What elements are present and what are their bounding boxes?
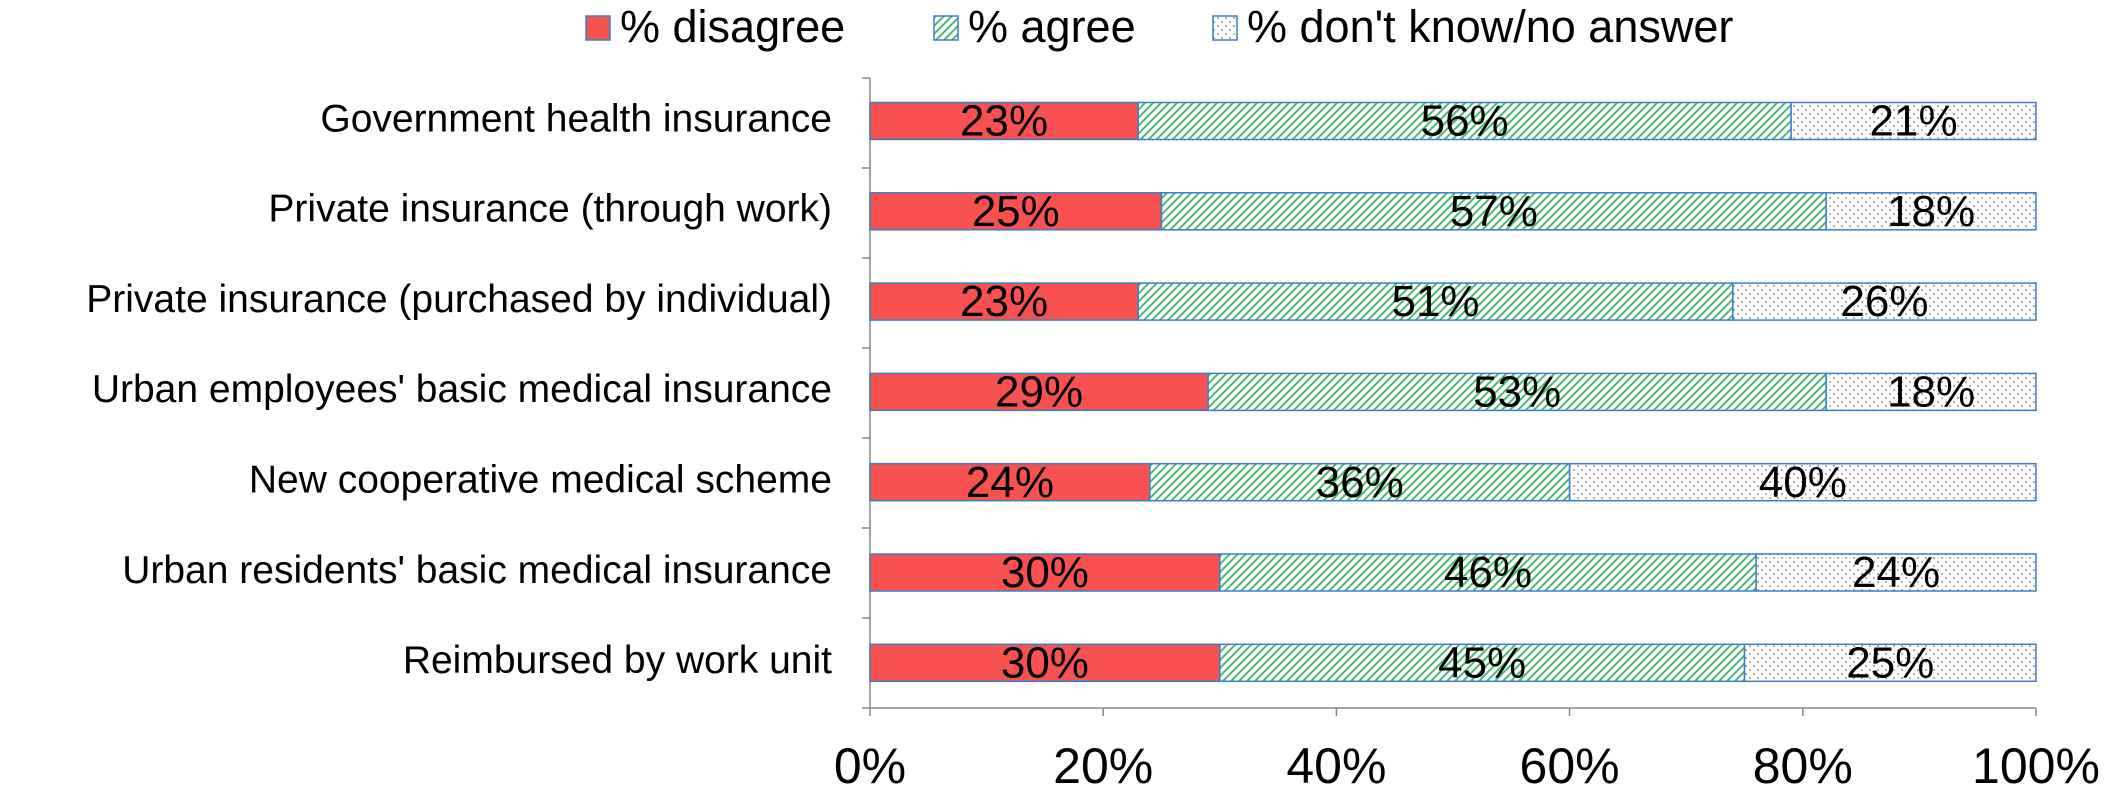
- bar-segment: [1825, 192, 2037, 231]
- bar-segment: [1825, 372, 2037, 412]
- value-label: 23%: [960, 97, 1048, 146]
- value-label: 24%: [966, 458, 1054, 507]
- value-label: 57%: [1450, 187, 1538, 236]
- x-tick-label: 40%: [1286, 738, 1386, 794]
- category-label: Urban employees' basic medical insurance: [92, 368, 832, 411]
- bar-segment: [869, 462, 1151, 502]
- value-label: 56%: [1421, 97, 1509, 146]
- bar-segment: [1732, 282, 2037, 321]
- category-label: New cooperative medical scheme: [249, 458, 832, 501]
- bar-segment: [1790, 101, 2037, 141]
- bar-segment: [1568, 462, 2037, 502]
- category-label: Government health insurance: [320, 97, 832, 140]
- value-label: 45%: [1438, 638, 1526, 687]
- bar-segment: [1743, 643, 2037, 683]
- x-tick-label: 20%: [1053, 738, 1153, 794]
- value-label: 30%: [1001, 548, 1089, 597]
- value-label: 53%: [1473, 368, 1561, 417]
- value-label: 30%: [1001, 638, 1089, 687]
- value-label: 21%: [1870, 97, 1958, 146]
- value-label: 18%: [1887, 187, 1975, 236]
- bar-segment: [1219, 643, 1746, 683]
- value-label: 23%: [960, 277, 1048, 326]
- legend-label: % agree: [968, 1, 1136, 52]
- bar-segment: [1137, 101, 1792, 141]
- value-label: 40%: [1759, 458, 1847, 507]
- legend-swatch: [585, 15, 611, 41]
- legend-swatch: [933, 15, 959, 41]
- bar-segment: [1137, 282, 1734, 321]
- x-tick-label: 80%: [1753, 738, 1853, 794]
- value-label: 46%: [1444, 548, 1532, 597]
- value-label: 51%: [1391, 277, 1479, 326]
- bar-segment: [869, 282, 1139, 321]
- category-label: Urban residents' basic medical insurance: [122, 549, 832, 592]
- bar-segment: [869, 553, 1221, 592]
- bar-segment: [1755, 553, 2037, 592]
- legend-label: % disagree: [620, 1, 845, 52]
- x-tick-label: 100%: [1972, 738, 2100, 794]
- bar-segment: [869, 372, 1209, 412]
- legend-swatch: [1212, 15, 1238, 41]
- x-tick-label: 0%: [834, 738, 906, 794]
- value-label: 36%: [1316, 458, 1404, 507]
- bar-segment: [1149, 462, 1571, 502]
- value-label: 29%: [995, 368, 1083, 417]
- category-label: Reimbursed by work unit: [403, 639, 832, 682]
- value-label: 26%: [1840, 277, 1928, 326]
- bar-segment: [869, 101, 1139, 141]
- category-label: Private insurance (through work): [268, 188, 832, 231]
- value-label: 25%: [1846, 638, 1934, 687]
- value-label: 24%: [1852, 548, 1940, 597]
- bar-segment: [869, 643, 1221, 683]
- bar-segment: [1207, 372, 1827, 412]
- legend-label: % don't know/no answer: [1247, 1, 1733, 52]
- value-label: 18%: [1887, 368, 1975, 417]
- value-label: 25%: [972, 187, 1060, 236]
- x-tick-label: 60%: [1520, 738, 1620, 794]
- category-label: Private insurance (purchased by individu…: [86, 278, 832, 321]
- bar-segment: [1160, 192, 1827, 231]
